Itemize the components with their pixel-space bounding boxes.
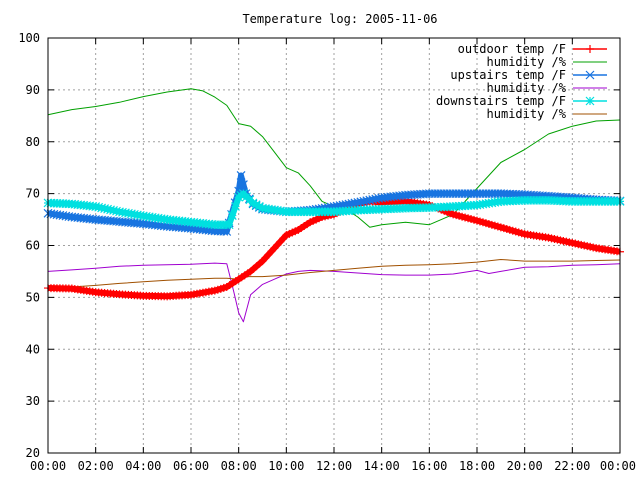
x-tick-label: 12:00 (316, 459, 352, 473)
data-point (236, 171, 246, 180)
x-tick-label: 22:00 (554, 459, 590, 473)
legend-label: downstairs temp /F (436, 94, 566, 108)
x-tick-label: 00:00 (30, 459, 66, 473)
y-tick-label: 100 (18, 31, 40, 45)
legend-label: upstairs temp /F (450, 68, 566, 82)
x-tick-label: 20:00 (507, 459, 543, 473)
y-tick-label: 30 (26, 394, 40, 408)
series-line (47, 88, 621, 228)
data-point (251, 200, 261, 210)
x-axis: 00:00 02:00 04:00 06:00 08:00 10:00 12:00 14:00… (30, 38, 636, 473)
series-line (47, 262, 621, 323)
x-tick-label: 06:00 (173, 459, 209, 473)
y-tick-label: 70 (26, 187, 40, 201)
data-point (112, 206, 121, 216)
x-tick-label: 08:00 (221, 459, 257, 473)
data-point (585, 70, 595, 80)
y-tick-label: 40 (26, 342, 40, 356)
data-point (100, 204, 110, 213)
data-point (91, 202, 101, 212)
data-point (94, 202, 104, 212)
x-tick-label: 18:00 (459, 459, 495, 473)
y-tick-label: 90 (26, 83, 40, 97)
data-point (106, 205, 115, 215)
x-tick-label: 10:00 (268, 459, 304, 473)
series-1 (47, 88, 621, 228)
y-axis: 20 30 40 50 60 70 80 90 100 (18, 31, 620, 460)
legend-label: humidity /% (487, 81, 567, 95)
x-tick-label: 14:00 (364, 459, 400, 473)
series-5 (43, 189, 625, 230)
y-tick-label: 50 (26, 290, 40, 304)
data-point (239, 180, 248, 189)
x-tick-label: 16:00 (411, 459, 447, 473)
series-group (43, 88, 625, 323)
x-tick-label: 04:00 (125, 459, 161, 473)
y-tick-label: 80 (26, 135, 40, 149)
data-point (585, 96, 595, 106)
data-point (109, 206, 118, 215)
data-point (103, 204, 113, 214)
x-tick-label: 00:00 (600, 459, 636, 473)
data-point (231, 201, 240, 211)
data-point (248, 198, 258, 208)
legend-label: humidity /% (487, 55, 567, 69)
legend-label: outdoor temp /F (458, 42, 566, 56)
series-3 (47, 262, 621, 323)
data-point (586, 45, 594, 53)
y-tick-label: 20 (26, 446, 40, 460)
series-4 (47, 259, 621, 289)
chart-title: Temperature log: 2005-11-06 (242, 12, 437, 26)
data-point (254, 201, 264, 211)
series-line (47, 259, 621, 289)
x-tick-label: 02:00 (78, 459, 114, 473)
y-tick-label: 60 (26, 239, 40, 253)
legend-label: humidity /% (487, 107, 567, 121)
data-point (224, 220, 234, 230)
data-point (97, 203, 107, 213)
data-point (227, 211, 237, 221)
